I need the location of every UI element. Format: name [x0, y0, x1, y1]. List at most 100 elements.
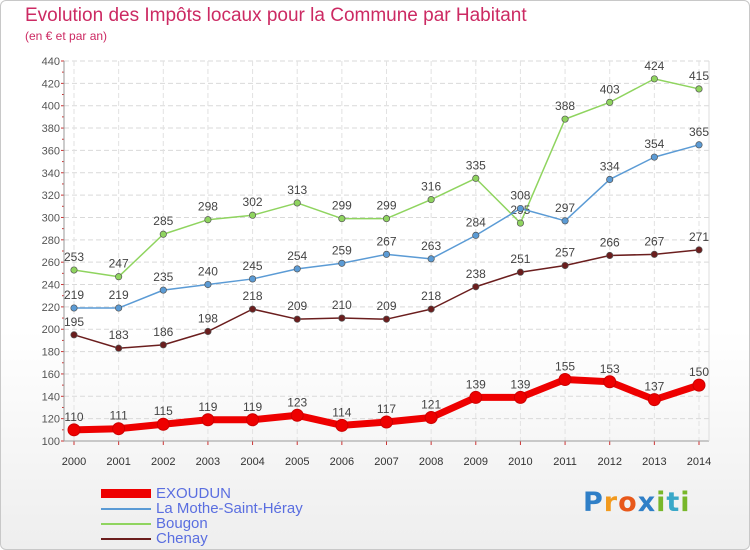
data-label: 219 [109, 288, 129, 302]
x-tick-label: 2001 [106, 456, 130, 468]
data-label: 117 [377, 402, 396, 416]
y-tick-label: 240 [42, 280, 60, 292]
data-point [603, 375, 617, 389]
y-tick-label: 260 [42, 257, 60, 269]
legend-item: Chenay [101, 530, 361, 547]
data-point [472, 283, 480, 291]
data-point [290, 408, 304, 422]
data-label: 238 [466, 267, 486, 281]
data-point [338, 314, 346, 322]
data-point [156, 417, 170, 431]
y-tick-label: 360 [42, 145, 60, 157]
data-label: 298 [198, 200, 218, 214]
x-tick-label: 2012 [597, 456, 621, 468]
data-point [338, 215, 346, 223]
data-point [558, 373, 572, 387]
data-point [516, 268, 524, 276]
logo-letter: P [583, 487, 604, 518]
x-tick-label: 2014 [687, 456, 711, 468]
data-point [382, 215, 391, 223]
data-point [201, 413, 215, 427]
data-point [427, 255, 435, 263]
data-label: 139 [510, 377, 530, 391]
y-tick-label: 320 [42, 190, 60, 202]
data-point [561, 217, 569, 225]
x-tick-label: 2003 [196, 456, 220, 468]
y-tick-label: 220 [42, 302, 60, 314]
data-point [159, 230, 167, 238]
x-tick-label: 2007 [374, 456, 398, 468]
legend-item: EXOUDUN [101, 485, 361, 502]
data-label: 334 [600, 159, 620, 173]
data-label: 316 [421, 180, 441, 194]
data-label: 209 [376, 299, 396, 313]
data-label: 299 [376, 199, 396, 213]
legend: EXOUDUN La Mothe-Saint-Héray Bougon Chenay [101, 485, 361, 547]
data-point [606, 175, 614, 184]
data-label: 308 [510, 189, 530, 203]
x-tick-label: 2011 [553, 456, 577, 468]
data-point [561, 261, 569, 270]
data-point [380, 415, 393, 429]
data-point [695, 141, 703, 149]
data-label: 155 [555, 360, 575, 374]
data-point [338, 259, 346, 267]
chart-subtitle: (en € et par an) [25, 29, 108, 43]
data-label: 313 [287, 183, 307, 197]
logo-letter: r [603, 487, 619, 518]
data-label: 245 [243, 259, 263, 273]
legend-swatch [101, 523, 151, 525]
data-label: 257 [555, 246, 575, 260]
data-point [115, 273, 123, 281]
y-tick-label: 140 [42, 391, 60, 403]
data-label: 153 [600, 362, 620, 376]
data-label: 219 [64, 288, 84, 302]
data-label: 137 [644, 380, 664, 394]
data-label: 114 [332, 405, 351, 419]
data-label: 365 [689, 125, 709, 139]
data-point [472, 231, 480, 239]
data-point [650, 153, 658, 161]
y-tick-label: 420 [42, 78, 60, 90]
y-tick-label: 200 [42, 324, 60, 336]
x-tick-label: 2010 [508, 456, 532, 468]
x-tick-label: 2000 [62, 456, 86, 468]
logo-letter: t [666, 487, 681, 518]
x-tick-label: 2004 [240, 456, 264, 468]
data-label: 240 [198, 265, 218, 279]
data-label: 235 [153, 270, 173, 284]
data-label: 150 [689, 365, 709, 379]
data-point [204, 327, 212, 336]
data-point [204, 216, 212, 224]
y-tick-label: 180 [42, 347, 60, 359]
y-tick-label: 440 [42, 56, 60, 68]
data-point [513, 390, 527, 404]
legend-label: La Mothe-Saint-Héray [156, 500, 303, 517]
data-point [382, 315, 391, 323]
data-label: 267 [644, 234, 664, 248]
data-point [112, 422, 126, 436]
data-point [159, 341, 167, 349]
data-point [115, 304, 123, 312]
x-tick-label: 2008 [419, 456, 443, 468]
data-label: 111 [110, 409, 129, 423]
data-point [159, 286, 167, 294]
proxiti-logo: Proxiti [583, 487, 691, 518]
legend-swatch [101, 508, 151, 510]
data-label: 299 [332, 199, 352, 213]
logo-letter: i [656, 487, 667, 518]
data-label: 121 [421, 398, 441, 412]
legend-label: EXOUDUN [156, 485, 232, 502]
data-point [606, 98, 614, 106]
y-tick-label: 300 [42, 212, 60, 224]
data-point [249, 305, 257, 313]
legend-label: Chenay [156, 530, 208, 547]
data-point [427, 305, 435, 313]
data-label: 254 [287, 249, 307, 263]
data-label: 218 [421, 289, 441, 303]
data-label: 302 [243, 195, 263, 209]
x-tick-label: 2005 [285, 456, 309, 468]
data-point [382, 250, 391, 258]
